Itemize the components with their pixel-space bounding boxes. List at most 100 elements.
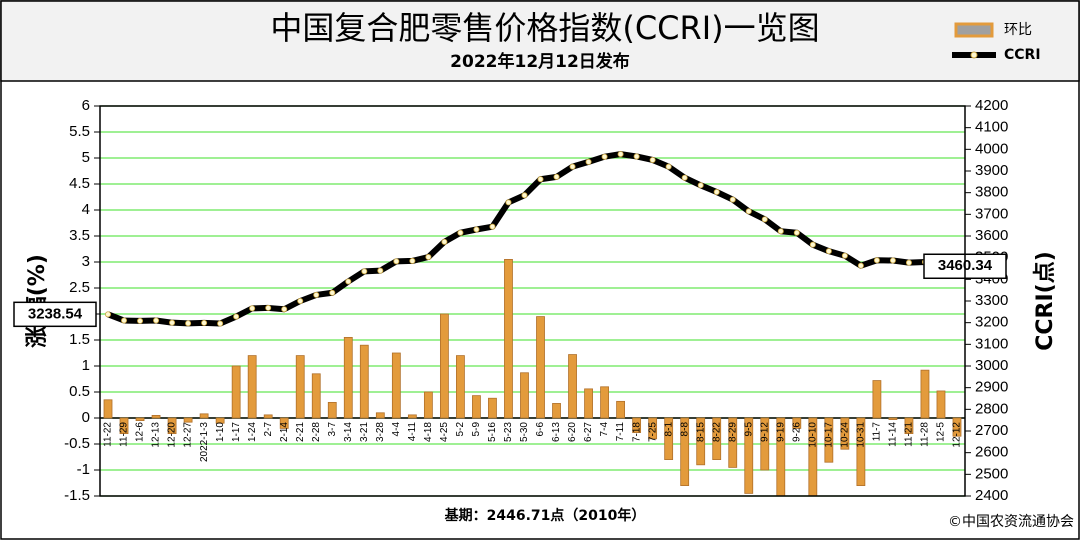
x-tick-label: 7-25	[647, 422, 658, 442]
point	[633, 153, 640, 160]
bar	[600, 386, 609, 419]
bar	[407, 414, 417, 419]
point	[569, 163, 576, 170]
bar	[183, 417, 193, 423]
bar	[343, 336, 353, 419]
x-tick-label: 1-17	[231, 422, 242, 442]
x-tick-label: 4-11	[407, 422, 418, 442]
x-tick-label: 7-4	[599, 422, 610, 437]
x-tick-label: 9-5	[743, 422, 754, 437]
x-tick-label: 7-18	[631, 422, 642, 442]
y-tick-label: 3	[82, 253, 90, 270]
x-tick-label: 9-19	[775, 422, 786, 442]
bar	[504, 258, 513, 419]
y-tick-label: 1	[82, 357, 90, 374]
bar	[888, 417, 898, 420]
y2-tick-label: 3800	[975, 184, 1008, 201]
x-tick-label: 2-14	[279, 422, 290, 442]
x-tick-label: 9-12	[759, 422, 770, 442]
point	[793, 229, 800, 236]
x-tick-label: 10-17	[823, 422, 834, 448]
footnote: 基期：2446.71点（2010年）	[445, 507, 646, 524]
point	[409, 257, 416, 264]
bar	[648, 417, 658, 440]
y2-tick-label: 3600	[975, 227, 1008, 244]
y-axis-title: 涨 幅(%)	[25, 254, 50, 348]
bar	[327, 401, 337, 419]
point	[233, 313, 240, 320]
y-tick-label: 4	[82, 201, 90, 218]
x-tick-label: 12-20	[167, 422, 178, 448]
point	[825, 248, 832, 255]
y-tick-label: 3.5	[69, 227, 90, 244]
bar	[728, 417, 738, 468]
value-label-box	[13, 301, 97, 328]
x-tick-label: 5-16	[487, 422, 498, 442]
bar	[119, 417, 129, 435]
point	[505, 199, 512, 206]
point	[681, 174, 688, 181]
point	[169, 319, 176, 326]
y-tick-label: 0.5	[69, 383, 90, 400]
legend-label: 环比	[1004, 22, 1032, 38]
bar	[680, 417, 690, 486]
point	[617, 151, 624, 158]
x-tick-label: 12-13	[151, 422, 162, 448]
y2-tick-label: 2400	[975, 487, 1008, 504]
x-tick-label: 1-24	[247, 422, 258, 442]
y-tick-label: -1.5	[64, 487, 90, 504]
header	[0, 0, 1080, 82]
bar	[151, 414, 161, 419]
x-tick-label: 2-21	[295, 422, 306, 442]
y2-tick-label: 3900	[975, 162, 1008, 179]
x-tick-label: 3-14	[343, 422, 354, 442]
bar	[856, 417, 866, 486]
bar	[279, 417, 289, 429]
point	[729, 196, 736, 203]
bar	[584, 388, 593, 419]
x-tick-label: 4-25	[439, 422, 450, 442]
x-tick-label: 11-28	[920, 422, 931, 447]
x-tick-label: 5-9	[471, 422, 482, 437]
x-tick-label: 9-26	[791, 422, 802, 442]
point	[297, 297, 304, 304]
bar	[167, 417, 177, 435]
x-tick-label: 7-11	[615, 422, 626, 442]
y2-tick-label: 2500	[975, 465, 1008, 482]
bar	[872, 380, 882, 419]
y-tick-label: 4.5	[69, 175, 90, 192]
point	[313, 291, 320, 298]
y-tick-label: -0.5	[64, 435, 90, 452]
x-tick-label: 5-2	[455, 422, 466, 437]
y2-tick-label: 3100	[975, 335, 1008, 352]
point	[105, 311, 112, 318]
bar	[568, 354, 577, 419]
point	[857, 262, 864, 269]
bar	[295, 355, 305, 419]
bar	[920, 369, 930, 419]
point	[745, 208, 752, 215]
y2-tick-label: 3200	[975, 314, 1008, 331]
x-tick-label: 3-7	[327, 422, 338, 437]
bar	[520, 372, 529, 419]
bar	[423, 391, 433, 419]
x-tick-label: 11-29	[119, 422, 130, 447]
point	[649, 156, 656, 163]
x-tick-label: 5-30	[519, 422, 530, 442]
point	[697, 182, 704, 189]
bar	[375, 412, 385, 419]
x-tick-label: 4-4	[391, 422, 402, 437]
value-label: 3238.54	[28, 305, 83, 322]
x-tick-label: 3-21	[359, 422, 370, 442]
bar	[536, 316, 545, 419]
bar	[359, 344, 369, 419]
point	[713, 189, 720, 196]
bar	[472, 395, 481, 419]
bar	[439, 313, 449, 419]
y-tick-label: 1.5	[69, 331, 90, 348]
bar	[632, 417, 642, 433]
bar	[552, 403, 561, 419]
point	[601, 153, 608, 160]
point	[121, 317, 128, 324]
